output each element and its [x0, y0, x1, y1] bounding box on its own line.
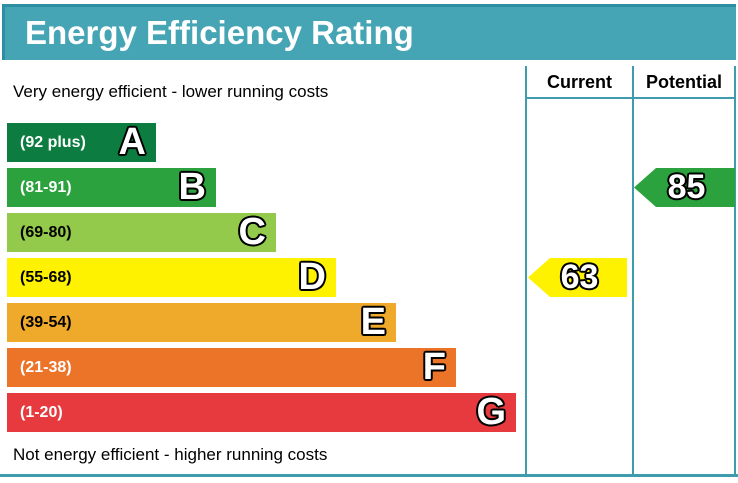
current-rating-value: 63	[560, 258, 599, 296]
page-title: Energy Efficiency Rating	[25, 14, 414, 51]
caption-very-efficient: Very energy efficient - lower running co…	[13, 82, 329, 101]
band-a: (92 plus) A	[7, 123, 156, 162]
band-c: (69-80) C	[7, 213, 276, 252]
band-e-range: (39-54)	[20, 313, 72, 331]
band-g: (1-20) G	[7, 393, 516, 432]
potential-column-left-divider	[632, 66, 634, 475]
title-bar: Energy Efficiency Rating	[2, 4, 736, 60]
band-e: (39-54) E	[7, 303, 396, 342]
current-rating-arrow: 63	[528, 258, 627, 297]
current-column-left-divider	[525, 66, 527, 475]
band-c-letter: C	[238, 211, 266, 253]
band-g-letter: G	[476, 391, 506, 433]
potential-rating-arrow: 85	[634, 168, 735, 207]
band-d: (55-68) D	[7, 258, 336, 297]
band-g-range: (1-20)	[20, 403, 63, 421]
band-e-letter: E	[360, 301, 386, 343]
band-f-letter: F	[422, 346, 446, 388]
band-b-letter: B	[178, 166, 206, 208]
band-a-letter: A	[118, 121, 146, 163]
potential-rating-value: 85	[667, 168, 706, 206]
band-a-range: (92 plus)	[20, 133, 86, 151]
column-header-current: Current	[546, 72, 612, 92]
band-f: (21-38) F	[7, 348, 456, 387]
chart-bottom-border	[0, 474, 738, 477]
header-separator-line	[525, 97, 736, 99]
chart-right-border	[734, 66, 736, 475]
band-b: (81-91) B	[7, 168, 216, 207]
band-d-range: (55-68)	[20, 268, 72, 286]
energy-rating-chart: Current Potential Very energy efficient …	[0, 66, 738, 477]
band-b-range: (81-91)	[20, 178, 72, 196]
band-c-range: (69-80)	[20, 223, 72, 241]
caption-not-efficient: Not energy efficient - higher running co…	[13, 445, 328, 464]
band-f-range: (21-38)	[20, 358, 72, 376]
band-d-letter: D	[298, 256, 326, 298]
column-header-potential: Potential	[645, 72, 722, 92]
